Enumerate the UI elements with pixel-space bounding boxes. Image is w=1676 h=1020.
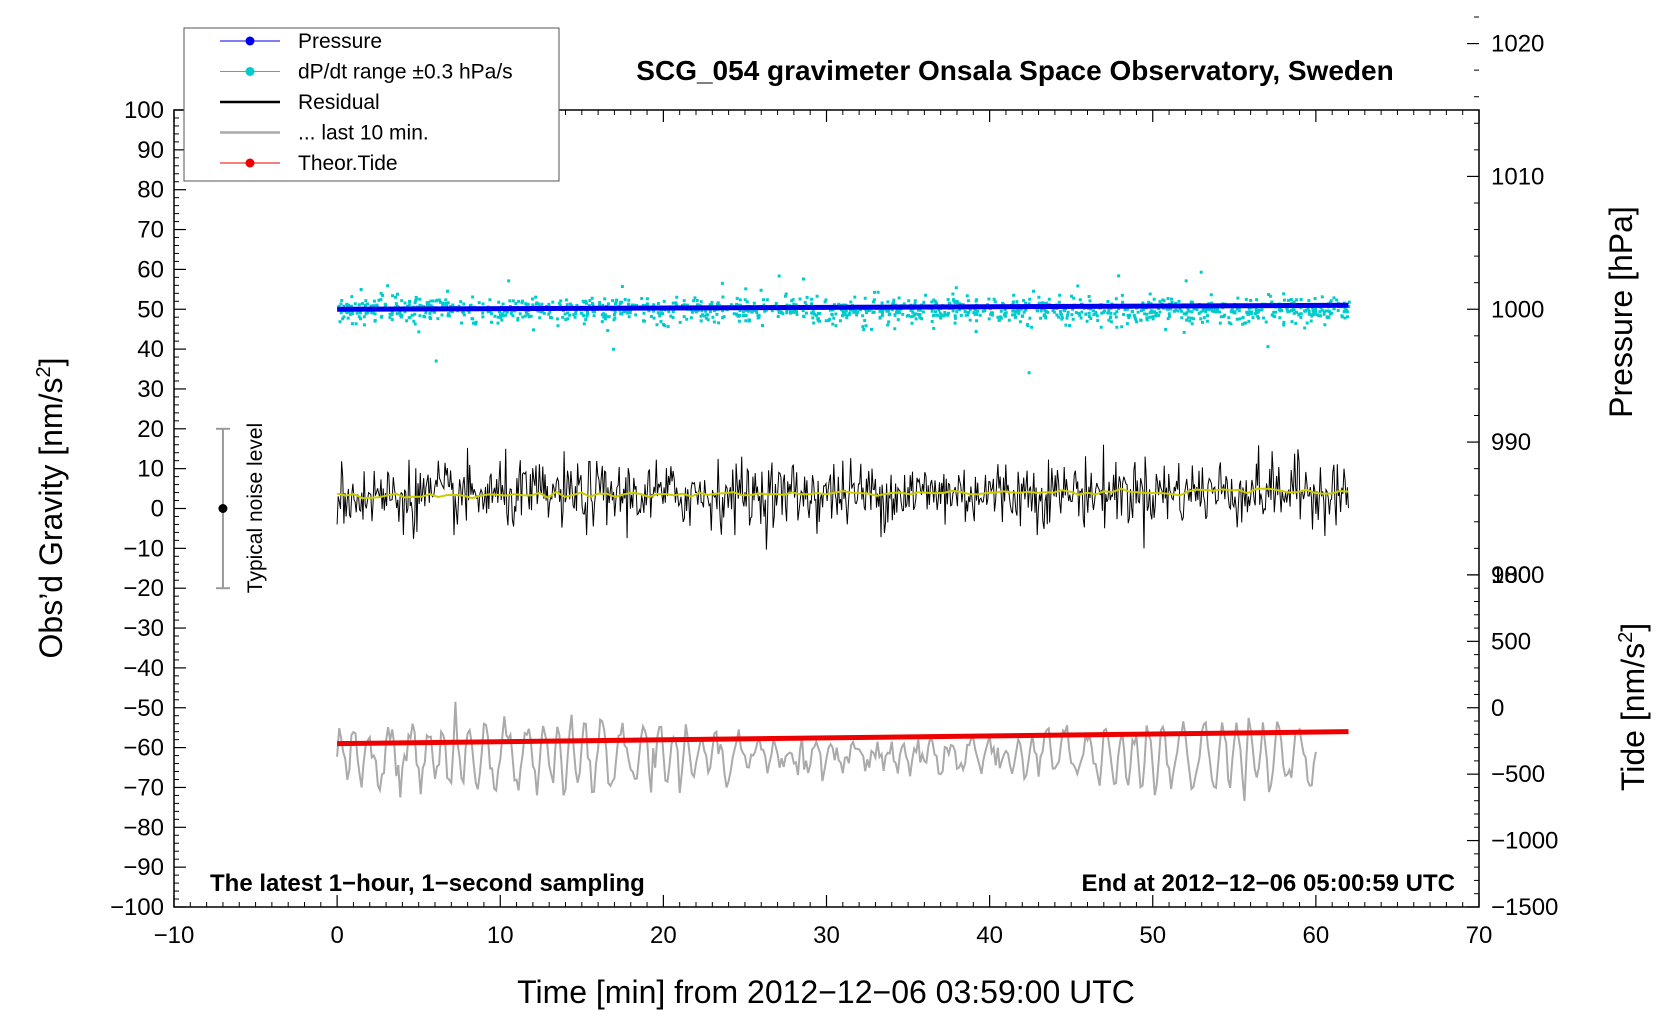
y-tick-label: 0 bbox=[151, 496, 164, 523]
legend-label: Pressure bbox=[298, 30, 382, 53]
y-tick-label: 10 bbox=[137, 456, 164, 483]
y-axis-title-left: Obs’d Gravity [nm/s2] bbox=[33, 358, 69, 659]
plot-frame bbox=[173, 109, 1480, 908]
legend-label: ... last 10 min. bbox=[298, 122, 429, 145]
y-tick-label: −100 bbox=[110, 894, 164, 921]
tide-tick-label: 0 bbox=[1491, 695, 1504, 722]
tide-tick-label: 500 bbox=[1491, 628, 1531, 655]
tide-tick-label: −1500 bbox=[1491, 894, 1558, 921]
y-tick-label: 20 bbox=[137, 416, 164, 443]
y-tick-label: −10 bbox=[123, 535, 164, 562]
y-tick-label: −20 bbox=[123, 575, 164, 602]
legend-label: dP/dt range ±0.3 hPa/s bbox=[298, 61, 513, 84]
tide-line bbox=[337, 729, 1349, 747]
dpdt-scatter bbox=[337, 270, 1351, 375]
pressure-tick-label: 990 bbox=[1491, 429, 1531, 456]
y-tick-label: −50 bbox=[123, 695, 164, 722]
axis-ticks: −10 0 10 20 30 40 50 60 701009080706050403020100… bbox=[110, 16, 1558, 949]
tide-tick-label: −1000 bbox=[1491, 828, 1558, 855]
legend-marker bbox=[245, 67, 255, 76]
pressure-tick-label: 980 bbox=[1491, 562, 1531, 589]
last10-line bbox=[336, 701, 1317, 802]
y-tick-label: −90 bbox=[123, 854, 164, 881]
y-tick-label: 100 bbox=[124, 97, 164, 124]
noise-bar-point bbox=[218, 504, 228, 513]
y-tick-label: 90 bbox=[137, 137, 164, 164]
y-tick-label: −80 bbox=[123, 814, 164, 841]
legend-marker bbox=[245, 36, 255, 46]
residual-mean-line bbox=[336, 487, 1349, 500]
x-tick-label: 40 bbox=[976, 922, 1003, 949]
chart-title: SCG_054 gravimeter Onsala Space Observat… bbox=[636, 55, 1393, 86]
legend: Pressure dP/dt range ±0.3 hPa/s Residual..… bbox=[183, 27, 560, 182]
legend-label: Theor.Tide bbox=[298, 152, 398, 175]
tide-tick-label: −500 bbox=[1491, 761, 1545, 788]
x-tick-label: 0 bbox=[330, 922, 343, 949]
pressure-tick-label: 1010 bbox=[1491, 163, 1544, 190]
y-tick-label: 80 bbox=[137, 177, 164, 204]
y-tick-label: 60 bbox=[137, 256, 164, 283]
y-tick-label: −30 bbox=[123, 615, 164, 642]
y-axis-title-pressure: Pressure [hPa] bbox=[1603, 206, 1639, 418]
data-layer bbox=[215, 270, 1351, 802]
y-tick-label: 50 bbox=[137, 296, 164, 323]
x-tick-label: 20 bbox=[650, 922, 677, 949]
y-tick-label: 40 bbox=[137, 336, 164, 363]
x-tick-label: −10 bbox=[154, 922, 195, 949]
legend-box bbox=[183, 27, 560, 182]
annotation-sampling: The latest 1−hour, 1−second sampling bbox=[210, 870, 645, 897]
legend-label: Residual bbox=[298, 91, 380, 114]
tide-tick-label: 1000 bbox=[1491, 562, 1544, 589]
pressure-tick-label: 1000 bbox=[1491, 296, 1544, 323]
y-tick-label: −60 bbox=[123, 735, 164, 762]
x-tick-label: 50 bbox=[1139, 922, 1166, 949]
noise-level-label: Typical noise level bbox=[244, 423, 267, 593]
y-tick-label: −40 bbox=[123, 655, 164, 682]
x-axis-title: Time [min] from 2012−12−06 03:59:00 UTC bbox=[517, 974, 1135, 1010]
legend-marker bbox=[245, 158, 255, 168]
annotation-end-time: End at 2012−12−06 05:00:59 UTC bbox=[1081, 870, 1455, 897]
x-tick-label: 30 bbox=[813, 922, 840, 949]
residual-line bbox=[336, 444, 1349, 550]
pressure-line bbox=[337, 302, 1349, 312]
y-tick-label: 30 bbox=[137, 376, 164, 403]
x-tick-label: 70 bbox=[1466, 922, 1493, 949]
y-tick-label: −70 bbox=[123, 774, 164, 801]
x-tick-label: 60 bbox=[1303, 922, 1330, 949]
pressure-tick-label: 1020 bbox=[1491, 31, 1544, 58]
y-axis-title-tide: Tide [nm/s2] bbox=[1615, 623, 1651, 791]
y-tick-label: 70 bbox=[137, 217, 164, 244]
x-tick-label: 10 bbox=[487, 922, 514, 949]
